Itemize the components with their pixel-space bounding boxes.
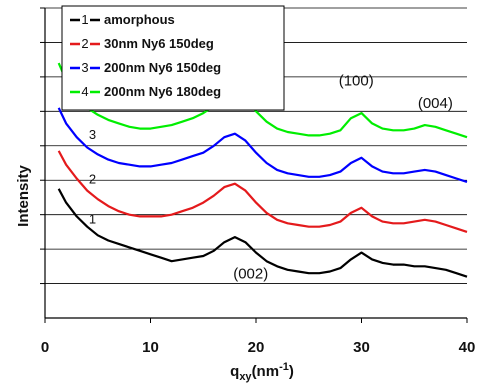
annotation-0: (100) <box>339 73 374 90</box>
legend-number-1: 1 <box>81 12 88 27</box>
x-axis-title-close: ) <box>289 363 294 380</box>
legend-label-4: 200nm Ny6 180deg <box>104 84 221 99</box>
annotation-1: (004) <box>418 95 453 112</box>
curve-number-label-2: 2 <box>89 172 96 187</box>
legend-number-3: 3 <box>81 60 88 75</box>
annotation-2: (002) <box>233 265 268 282</box>
axes: 0 10 20 30 40 <box>40 7 476 356</box>
x-tick-label-1: 10 <box>142 339 159 356</box>
x-tick-label-2: 20 <box>248 339 265 356</box>
x-axis-title-sub: xy <box>239 371 252 383</box>
x-axis-title-unit: (nm <box>252 363 280 380</box>
x-axis-title-main: q <box>230 363 239 380</box>
legend: 1 amorphous 2 30nm Ny6 150deg 3 200nm Ny6 150… <box>61 5 285 111</box>
legend-number-2: 2 <box>81 36 88 51</box>
x-axis-title-sup: -1 <box>279 361 289 373</box>
series-line-2 <box>57 150 468 233</box>
x-tick-label-0: 0 <box>41 339 49 356</box>
legend-label-2: 30nm Ny6 150deg <box>104 36 214 51</box>
x-tick-label-4: 40 <box>459 339 476 356</box>
x-tick-label-3: 30 <box>353 339 370 356</box>
annotations: (100) (004) (002) <box>233 73 453 283</box>
curve-number-label-3: 3 <box>89 127 96 142</box>
series-line-1 <box>57 188 468 278</box>
series-line-3 <box>57 107 468 183</box>
legend-number-4: 4 <box>81 84 88 99</box>
x-axis-title: qxy(nm-1) <box>230 361 294 383</box>
legend-label-1: amorphous <box>104 12 175 27</box>
series-line-4 <box>57 62 468 139</box>
y-axis-title: Intensity <box>15 165 32 227</box>
legend-label-3: 200nm Ny6 150deg <box>104 60 221 75</box>
series-lines <box>57 62 468 278</box>
curve-number-label-1: 1 <box>89 211 96 226</box>
